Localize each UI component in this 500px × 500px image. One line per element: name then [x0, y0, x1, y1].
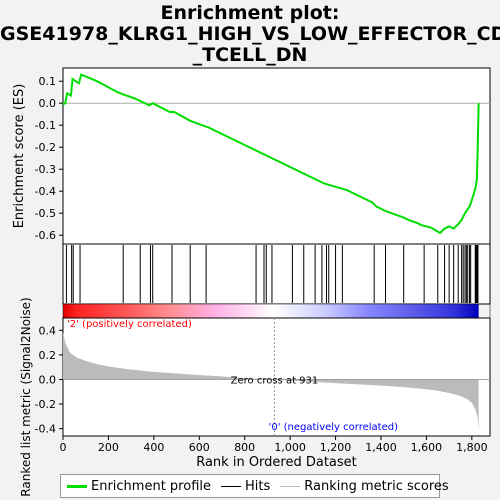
es-y-axis-label: Enrichment score (ES): [12, 84, 27, 229]
x-tick-label: 1,400: [365, 441, 397, 454]
rank-y-axis-label: Ranked list metric (Signal2Noise): [19, 297, 33, 496]
ranked-metric-panel: '2' (positively correlated) '0' (negative…: [19, 297, 491, 497]
rank-y-tick-label: 0.0: [39, 373, 57, 386]
rank-y-tick-label: 0.4: [39, 324, 57, 337]
rank-y-tick-label: 0.2: [39, 349, 57, 362]
es-y-tick-label: -0.4: [35, 185, 56, 198]
hits-panel: [62, 243, 491, 305]
enrichment-profile-line: [62, 73, 480, 235]
x-tick-label: 400: [143, 441, 164, 454]
x-axis-label: Rank in Ordered Dataset: [196, 455, 357, 470]
legend-item-ranking: Ranking metric scores: [280, 478, 449, 494]
es-y-tick-label: -0.1: [35, 119, 56, 132]
x-tick-label: 1,000: [274, 441, 306, 454]
heatmap-bar-panel: [62, 303, 491, 319]
legend-item-profile: Enrichment profile: [67, 479, 211, 494]
es-y-tick-label: -0.5: [35, 207, 56, 220]
legend-label-ranking: Ranking metric scores: [304, 478, 449, 494]
legend-swatch-hits: [221, 485, 241, 487]
x-tick-label: 600: [189, 441, 210, 454]
x-tick-label: 200: [98, 441, 119, 454]
rank-y-tick-label: -0.2: [35, 398, 56, 411]
es-y-tick-label: -0.6: [35, 229, 56, 242]
legend: Enrichment profile Hits Ranking metric s…: [60, 474, 449, 498]
x-tick-label: 0: [60, 441, 67, 454]
legend-swatch-profile: [67, 484, 87, 488]
zero-cross-label: Zero cross at 931: [231, 375, 319, 386]
legend-label-profile: Enrichment profile: [91, 478, 211, 494]
x-tick-label: 1,800: [456, 441, 488, 454]
es-y-tick-label: 0.0: [39, 97, 57, 110]
negative-correlation-label: '0' (negatively correlated): [269, 422, 398, 433]
rank-y-tick-label: -0.4: [35, 423, 56, 436]
es-y-tick-label: -0.2: [35, 141, 56, 154]
correlation-heat-bar: [63, 304, 479, 318]
hits-plot-area: [62, 243, 491, 305]
es-y-tick-label: 0.1: [39, 75, 57, 88]
legend-swatch-ranking: [280, 485, 301, 487]
x-tick-label: 1,200: [320, 441, 352, 454]
es-plot-area: [62, 67, 491, 245]
x-tick-label: 1,600: [411, 441, 443, 454]
es-y-tick-label: -0.3: [35, 163, 56, 176]
positive-correlation-label: '2' (positively correlated): [67, 319, 192, 330]
chart-title-line-1: Enrichment plot:: [160, 2, 340, 24]
x-tick-label: 800: [234, 441, 255, 454]
legend-label-hits: Hits: [245, 478, 271, 494]
ranking-metric-area: [63, 332, 479, 430]
chart-title-line-3: _TCELL_DN: [192, 44, 308, 66]
chart-title-line-2: GSE41978_KLRG1_HIGH_VS_LOW_EFFECTOR_CD8: [0, 23, 500, 45]
es-panel: 0.1 0.0 -0.1 -0.2 -0.3 -0.4 -0.5 -0.6 Enrichment…: [12, 67, 491, 245]
legend-item-hits: Hits: [221, 479, 270, 494]
